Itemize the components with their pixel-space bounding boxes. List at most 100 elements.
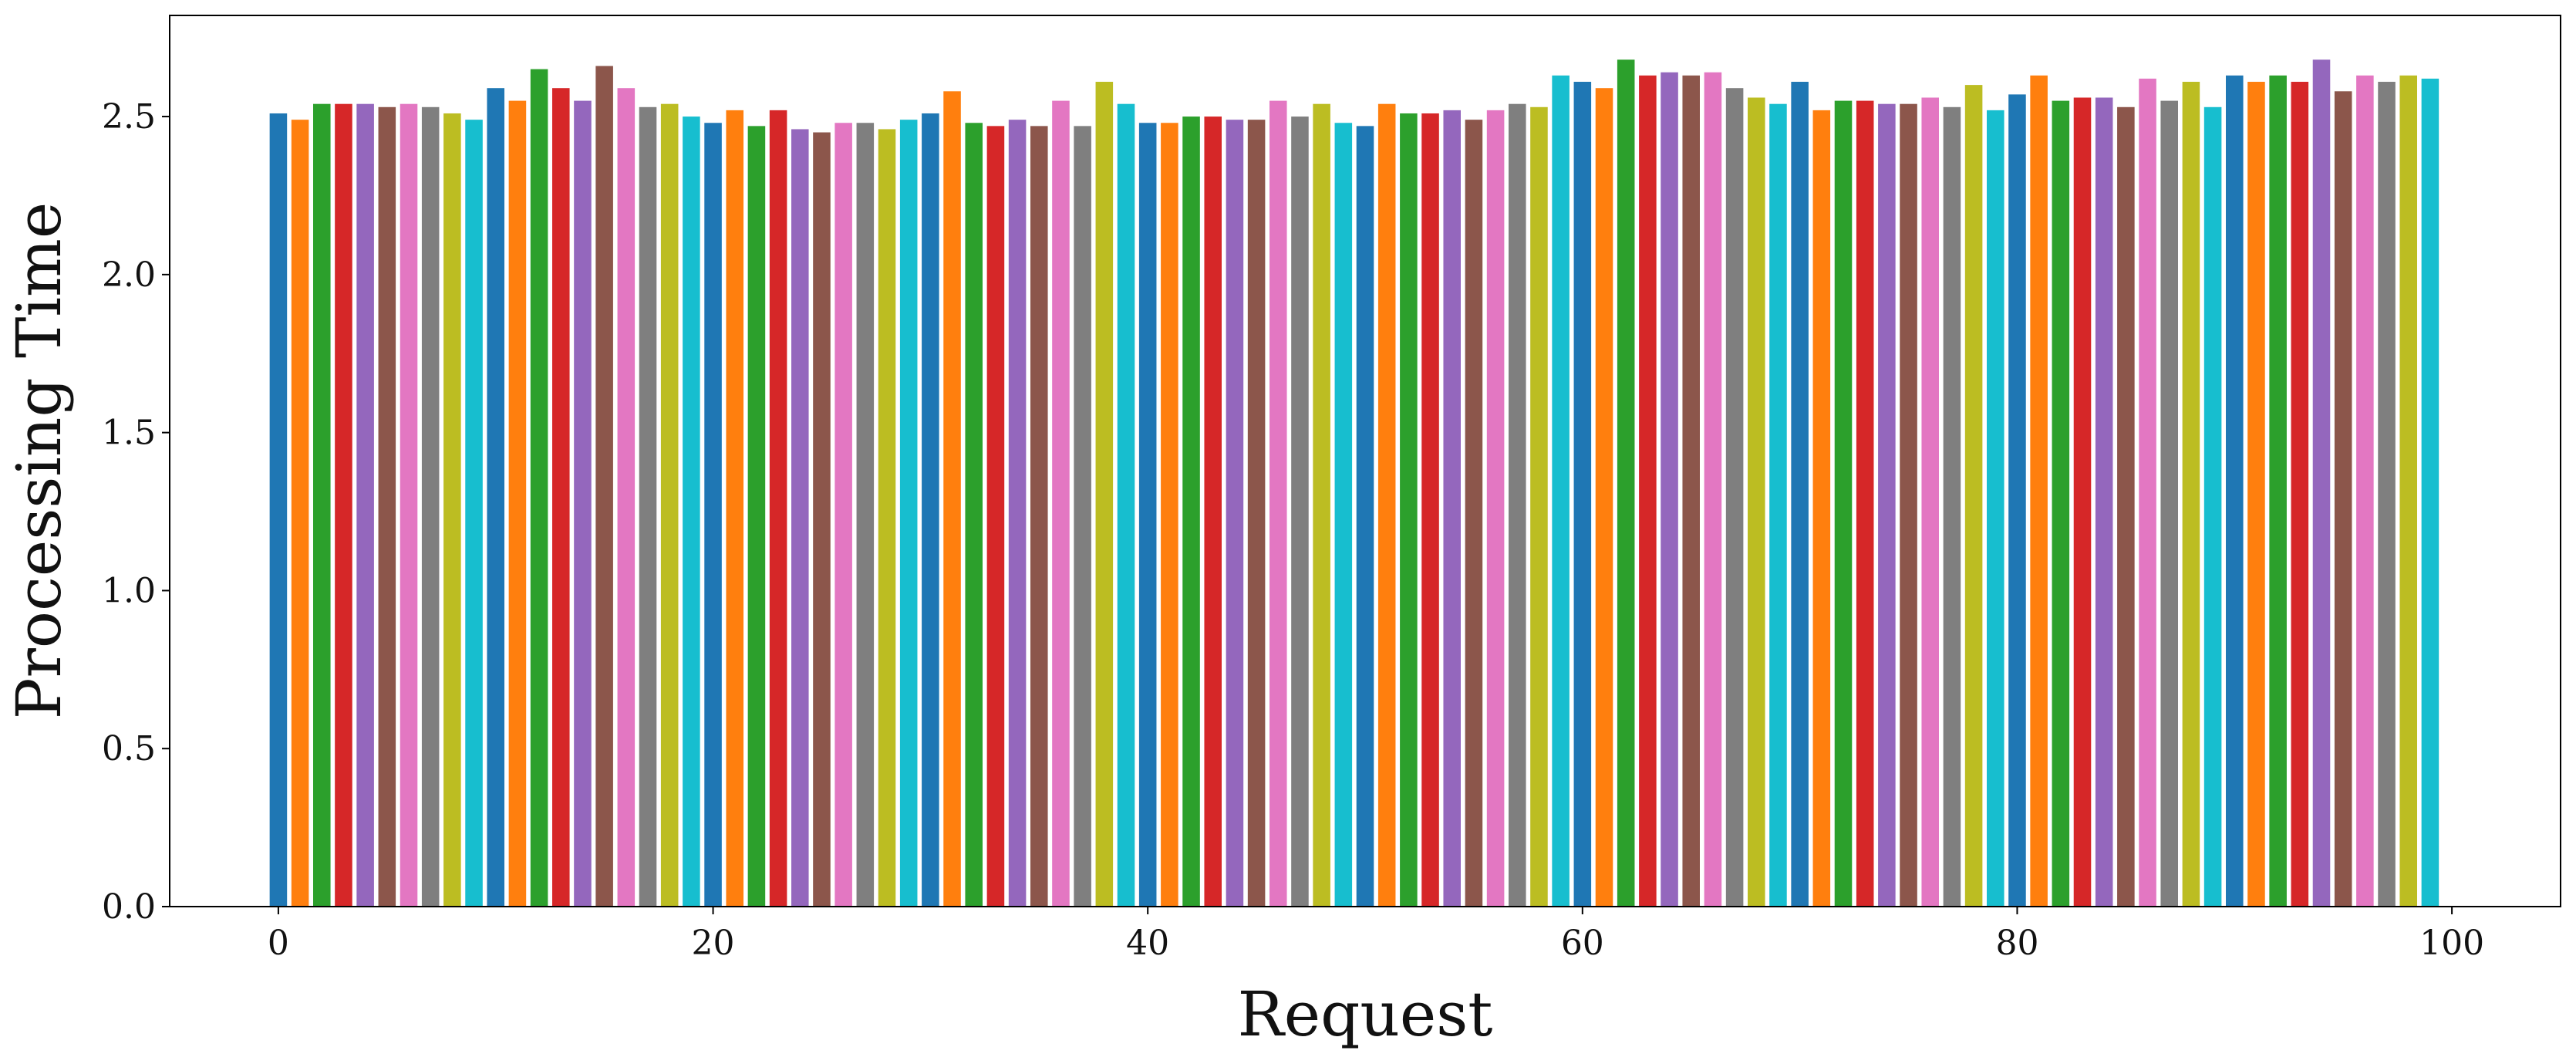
bar-request-36	[1052, 100, 1070, 907]
bar-request-40	[1138, 123, 1157, 907]
y-axis-ticks: 0.0 0.5 1.0 1.5 2.0 2.5	[102, 97, 170, 927]
bar-request-15	[595, 66, 613, 907]
bar-request-85	[2117, 106, 2135, 907]
bar-request-98	[2399, 75, 2417, 907]
bar-request-17	[639, 106, 657, 907]
bar-request-18	[660, 103, 679, 907]
bar-request-31	[943, 91, 961, 907]
bar-request-27	[856, 123, 875, 907]
bar-request-57	[1509, 103, 1526, 907]
bar-request-66	[1704, 72, 1722, 907]
bar-request-23	[769, 110, 787, 907]
bar-request-79	[1987, 110, 2004, 907]
bar-request-92	[2269, 75, 2287, 907]
x-tick-label: 40	[1126, 924, 1169, 963]
bar-request-14	[574, 100, 592, 907]
bar-request-20	[704, 123, 722, 907]
y-tick-label: 2.0	[102, 255, 156, 295]
bar-request-71	[1812, 110, 1831, 907]
bar-request-12	[530, 69, 548, 907]
bar-request-95	[2334, 91, 2352, 907]
bar-request-90	[2226, 75, 2244, 907]
bar-request-21	[726, 110, 743, 907]
bar-request-35	[1030, 126, 1048, 907]
bar-request-5	[378, 106, 396, 907]
bar-request-0	[269, 113, 288, 907]
bar-request-64	[1661, 72, 1678, 907]
bar-request-2	[313, 103, 331, 907]
x-tick-label: 80	[1995, 924, 2038, 963]
y-tick-label: 1.5	[102, 414, 156, 453]
y-tick-label: 2.5	[102, 97, 156, 137]
plot-frame	[169, 15, 2561, 907]
bar-request-81	[2030, 75, 2048, 907]
bar-request-72	[1834, 100, 1853, 907]
bar-request-78	[1964, 85, 1983, 907]
bar-request-74	[1878, 103, 1896, 907]
bar-request-73	[1856, 100, 1874, 907]
bar-request-45	[1247, 120, 1266, 907]
bar-request-8	[443, 113, 461, 907]
bar-request-22	[747, 126, 766, 907]
bar-request-96	[2356, 75, 2374, 907]
x-tick-label: 0	[268, 924, 289, 963]
bar-request-61	[1595, 88, 1613, 907]
bars-group	[269, 59, 2439, 907]
x-tick-label: 100	[2419, 924, 2484, 963]
bar-request-76	[1921, 97, 1939, 907]
bar-request-4	[356, 103, 374, 907]
bar-request-54	[1443, 110, 1461, 907]
bar-request-16	[617, 88, 636, 907]
bar-request-49	[1334, 123, 1353, 907]
bar-request-82	[2052, 100, 2070, 907]
bar-request-88	[2182, 82, 2200, 907]
y-axis-label: Processing Time	[3, 202, 75, 719]
y-tick-label: 1.0	[102, 571, 156, 610]
bar-request-60	[1573, 82, 1592, 907]
x-tick-label: 20	[692, 924, 735, 963]
bar-request-37	[1074, 126, 1091, 907]
bar-request-25	[813, 132, 831, 907]
bar-request-93	[2291, 82, 2309, 907]
bar-request-1	[291, 120, 309, 907]
bar-request-58	[1530, 106, 1548, 907]
bar-request-19	[683, 117, 700, 907]
bar-request-29	[899, 120, 918, 907]
bar-request-9	[465, 120, 483, 907]
bar-request-48	[1313, 103, 1330, 907]
bar-request-65	[1682, 75, 1700, 907]
bar-request-47	[1291, 117, 1309, 907]
bar-request-91	[2247, 82, 2265, 907]
bar-request-43	[1204, 117, 1222, 907]
bar-request-44	[1226, 120, 1244, 907]
bar-request-7	[421, 106, 440, 907]
bar-request-63	[1639, 75, 1657, 907]
bar-request-75	[1900, 103, 1917, 907]
bar-request-26	[835, 123, 852, 907]
bar-request-68	[1748, 97, 1765, 907]
bar-request-46	[1269, 100, 1287, 907]
x-tick-label: 60	[1561, 924, 1604, 963]
bar-request-56	[1486, 110, 1505, 907]
bar-request-53	[1421, 113, 1439, 907]
y-tick-label: 0.0	[102, 887, 156, 927]
bar-request-94	[2312, 59, 2331, 907]
bar-request-67	[1725, 88, 1744, 907]
bar-request-30	[922, 113, 939, 907]
bar-request-59	[1552, 75, 1570, 907]
bar-request-42	[1182, 117, 1200, 907]
bar-request-6	[400, 103, 418, 907]
bar-request-99	[2421, 78, 2439, 907]
bar-request-24	[791, 129, 809, 907]
bar-request-86	[2139, 78, 2156, 907]
bar-request-97	[2378, 82, 2396, 907]
bar-request-69	[1769, 103, 1787, 907]
bar-request-77	[1943, 106, 1961, 907]
bar-request-70	[1791, 82, 1809, 907]
y-tick-label: 0.5	[102, 729, 156, 768]
bar-request-39	[1117, 103, 1135, 907]
bar-request-62	[1617, 59, 1635, 907]
bar-request-32	[965, 123, 983, 907]
bar-request-52	[1400, 113, 1418, 907]
